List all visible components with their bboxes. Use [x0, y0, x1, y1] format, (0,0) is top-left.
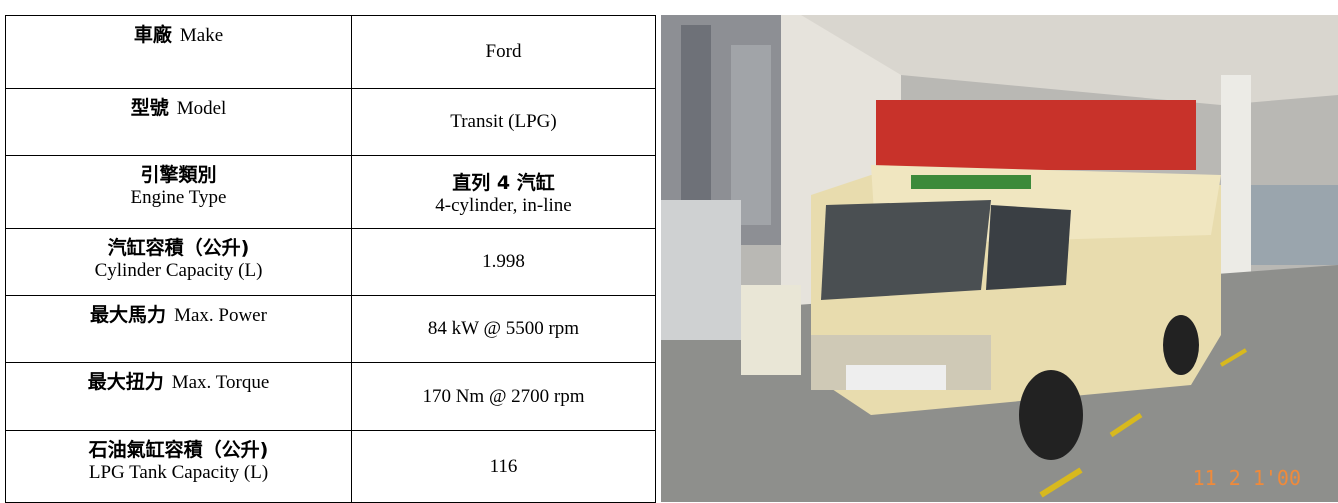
- photo-timestamp: 11 2 1'00: [1193, 466, 1301, 490]
- value-line: 116: [358, 456, 649, 478]
- text: 直列 4 汽缸: [452, 171, 555, 194]
- text: Transit (LPG): [450, 111, 557, 132]
- text: 最大馬力: [90, 304, 167, 326]
- text: 汽缸容積（公升): [107, 237, 250, 259]
- spec-row: 引擎類別 Engine Type 直列 4 汽缸 4-cylinder, in-lin…: [5, 155, 656, 229]
- label-line: 最大馬力 Max. Power: [12, 300, 345, 327]
- text: 車廠: [133, 24, 172, 46]
- text: Model: [176, 98, 227, 119]
- spec-value: Transit (LPG): [351, 88, 656, 156]
- value-line: Ford: [358, 41, 649, 63]
- text: LPG Tank Capacity (L): [88, 462, 269, 483]
- spec-label: 最大馬力 Max. Power: [5, 295, 352, 363]
- value-line: 84 kW @ 5500 rpm: [358, 318, 649, 340]
- text: Cylinder Capacity (L): [94, 260, 263, 281]
- spec-value: 84 kW @ 5500 rpm: [351, 295, 656, 363]
- text: 型號: [130, 97, 169, 119]
- label-line: 引擎類別: [12, 160, 345, 187]
- spec-row: 車廠 Make Ford: [5, 15, 656, 89]
- label-line: 車廠 Make: [12, 20, 345, 47]
- label-line: 最大扭力 Max. Torque: [12, 367, 345, 394]
- spec-value: 170 Nm @ 2700 rpm: [351, 362, 656, 431]
- spec-row: 最大馬力 Max. Power 84 kW @ 5500 rpm: [5, 295, 656, 363]
- spec-value: 1.998: [351, 228, 656, 296]
- value-line: Transit (LPG): [358, 111, 649, 133]
- value-line: 4-cylinder, in-line: [358, 195, 649, 217]
- spec-value: 116: [351, 430, 656, 503]
- label-line: 石油氣缸容積（公升): [12, 435, 345, 462]
- spec-label: 型號 Model: [5, 88, 352, 156]
- text: Max. Torque: [171, 372, 270, 393]
- spec-row: 型號 Model Transit (LPG): [5, 88, 656, 156]
- text: Ford: [485, 41, 522, 62]
- text: 最大扭力: [87, 371, 164, 393]
- spec-row: 汽缸容積（公升) Cylinder Capacity (L) 1.998: [5, 228, 656, 296]
- spec-label: 車廠 Make: [5, 15, 352, 89]
- spec-row: 最大扭力 Max. Torque 170 Nm @ 2700 rpm: [5, 362, 656, 431]
- text: 84 kW @ 5500 rpm: [427, 318, 580, 339]
- text: 116: [489, 455, 518, 477]
- text: 4-cylinder, in-line: [435, 194, 572, 216]
- text: 1.998: [482, 251, 525, 272]
- text: 石油氣缸容積（公升): [88, 439, 269, 461]
- spec-table: 車廠 Make Ford 型號 Model Transit (LPG) 引擎類別 Engine…: [5, 15, 656, 503]
- value-line: 170 Nm @ 2700 rpm: [358, 386, 649, 408]
- spec-label: 最大扭力 Max. Torque: [5, 362, 352, 431]
- value-line: 直列 4 汽缸: [358, 168, 649, 195]
- label-line: LPG Tank Capacity (L): [12, 462, 345, 484]
- spec-label: 汽缸容積（公升) Cylinder Capacity (L): [5, 228, 352, 296]
- text: Engine Type: [130, 187, 227, 208]
- text: 170 Nm @ 2700 rpm: [422, 385, 585, 407]
- label-line: Cylinder Capacity (L): [12, 260, 345, 282]
- label-line: 型號 Model: [12, 93, 345, 120]
- spec-value: Ford: [351, 15, 656, 89]
- text: 引擎類別: [140, 164, 217, 186]
- value-line: 1.998: [358, 251, 649, 273]
- spec-row: 石油氣缸容積（公升) LPG Tank Capacity (L) 116: [5, 430, 656, 503]
- spec-value: 直列 4 汽缸 4-cylinder, in-line: [351, 155, 656, 229]
- label-line: 汽缸容積（公升): [12, 233, 345, 260]
- spec-label: 石油氣缸容積（公升) LPG Tank Capacity (L): [5, 430, 352, 503]
- text: Max. Power: [174, 305, 267, 326]
- spec-label: 引擎類別 Engine Type: [5, 155, 352, 229]
- van-photo: 11 2 1'00: [661, 15, 1338, 502]
- text: Make: [179, 25, 224, 46]
- label-line: Engine Type: [12, 187, 345, 209]
